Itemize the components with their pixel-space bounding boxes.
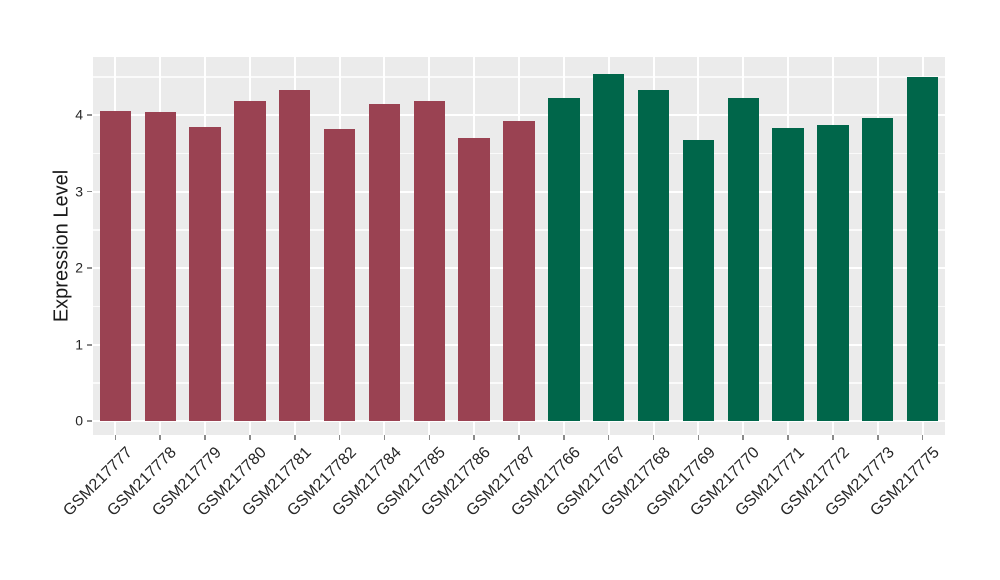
x-tick-mark (293, 435, 296, 440)
bar (279, 89, 311, 422)
bar (727, 97, 759, 422)
bar (144, 112, 176, 422)
bar (817, 125, 849, 422)
y-gridline-minor (93, 76, 945, 78)
y-tick-mark (87, 190, 92, 193)
bar (458, 138, 490, 422)
x-tick-mark (563, 435, 565, 440)
x-tick-mark (114, 435, 117, 440)
x-tick-mark (876, 435, 879, 440)
x-tick-mark (428, 435, 431, 440)
y-tick-label: 3 (75, 183, 83, 200)
x-tick-mark (204, 435, 206, 440)
x-tick-mark (159, 435, 162, 440)
bar (637, 89, 670, 422)
bar (413, 101, 445, 422)
bar (99, 110, 132, 422)
x-tick-mark (787, 435, 789, 440)
bar (234, 100, 266, 422)
y-gridline-major (93, 420, 945, 423)
y-axis-title: Expression Level (50, 169, 73, 323)
bar (906, 76, 939, 422)
bar (189, 127, 221, 422)
bar (368, 103, 401, 422)
bar (682, 140, 715, 422)
y-tick-mark (87, 267, 92, 269)
y-tick-mark (87, 343, 92, 346)
y-gridline-major (93, 114, 945, 117)
plot-panel (93, 57, 945, 435)
x-tick-mark (921, 435, 924, 440)
x-tick-mark (473, 435, 475, 440)
bar (772, 128, 804, 422)
bar (323, 128, 356, 422)
x-tick-mark (742, 435, 744, 440)
y-tick-label: 1 (75, 336, 83, 353)
bar (503, 120, 535, 422)
y-tick-mark (87, 420, 92, 423)
x-tick-mark (697, 435, 700, 440)
x-tick-mark (249, 435, 251, 440)
x-tick-mark (832, 435, 834, 440)
x-tick-mark (338, 435, 341, 440)
x-tick-mark (383, 435, 386, 440)
y-tick-mark (87, 114, 92, 116)
x-tick-mark (518, 435, 520, 440)
x-tick-mark (652, 435, 655, 440)
y-tick-label: 2 (75, 259, 83, 276)
bar (592, 73, 625, 422)
bar (862, 118, 894, 422)
y-tick-label: 0 (75, 412, 83, 429)
x-tick-mark (607, 435, 610, 440)
y-tick-label: 4 (75, 106, 83, 123)
bar (548, 98, 580, 422)
